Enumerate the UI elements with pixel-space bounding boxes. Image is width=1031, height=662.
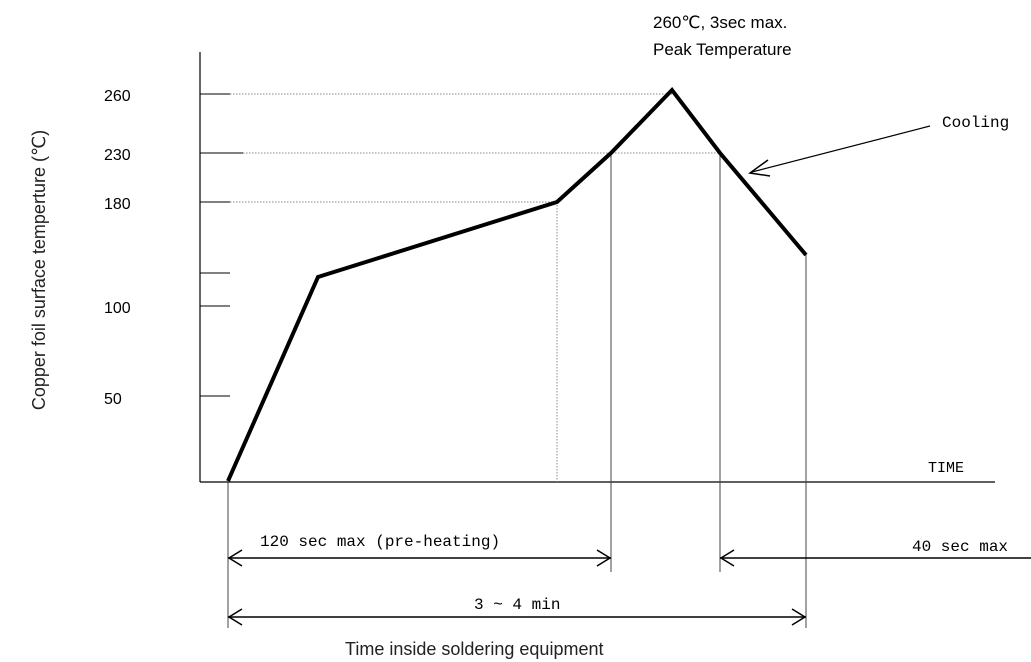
preheat-arrowhead-right <box>596 549 612 567</box>
preheat-arrowhead-left <box>227 549 243 567</box>
y-tick-label: 260 <box>104 88 131 105</box>
total-arrowhead-right <box>791 608 807 626</box>
peak-window-label: 40 sec max <box>912 538 1008 556</box>
y-tick-label: 50 <box>104 391 122 408</box>
peak-window-arrowhead <box>719 549 735 567</box>
peak-annotation-line1: 260℃, 3sec max. <box>653 13 787 32</box>
cooling-arrow <box>751 125 931 173</box>
y-tick-label: 180 <box>104 196 131 213</box>
y-axis-label: Copper foil surface temperture (℃) <box>29 130 49 410</box>
total-arrowhead-left <box>227 608 243 626</box>
x-axis-label: TIME <box>928 460 964 477</box>
total-time-label: 3 ~ 4 min <box>474 596 560 614</box>
temperature-profile-line <box>226 86 808 482</box>
y-tick-label: 230 <box>104 147 131 164</box>
preheat-label: 120 sec max (pre-heating) <box>260 533 500 551</box>
equipment-caption: Time inside soldering equipment <box>345 639 603 659</box>
cooling-arrowhead <box>748 159 771 177</box>
peak-annotation-line2: Peak Temperature <box>653 40 792 59</box>
cooling-label: Cooling <box>942 114 1009 132</box>
y-tick-label: 100 <box>104 300 131 317</box>
